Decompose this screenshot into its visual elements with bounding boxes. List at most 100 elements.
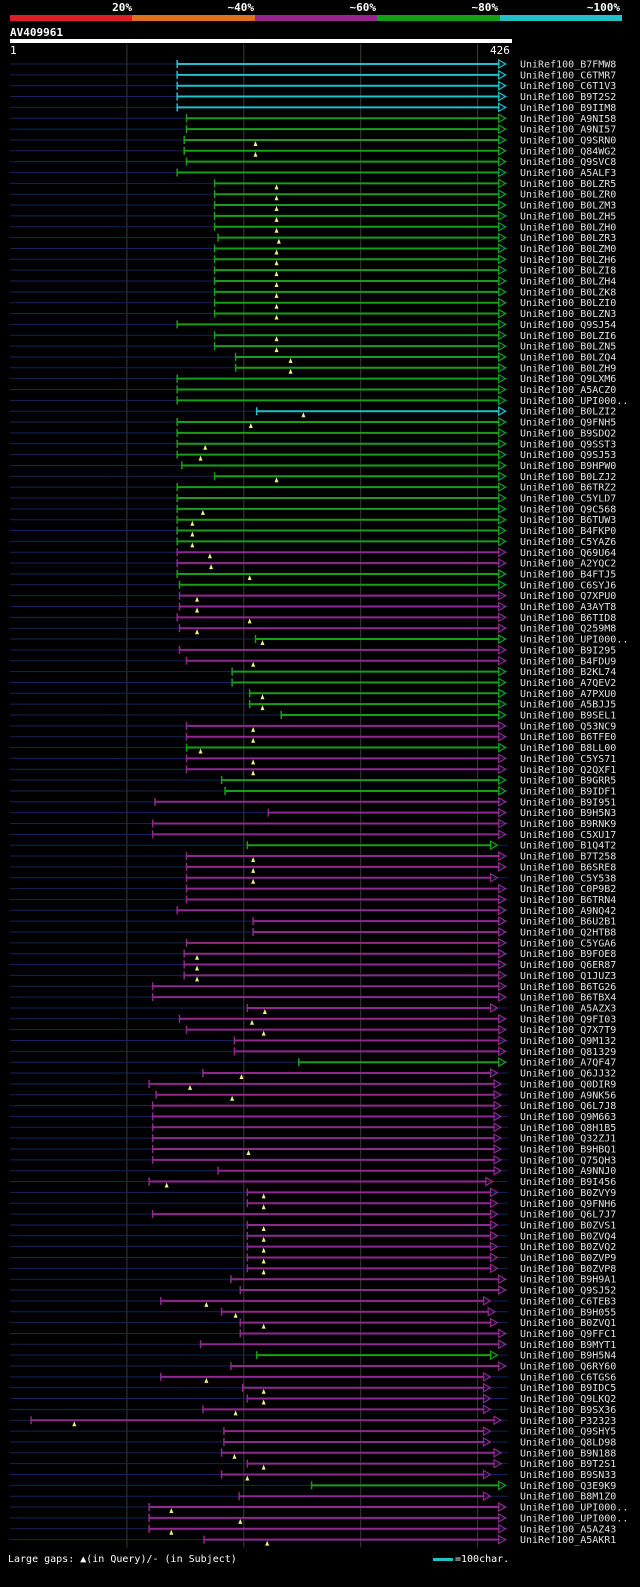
- hit-row[interactable]: UniRef100_Q6L7J8: [10, 1100, 616, 1112]
- hit-row[interactable]: UniRef100_B9IIM8: [10, 102, 616, 114]
- hit-row[interactable]: UniRef100_B9IDF1: [10, 785, 616, 797]
- hit-row[interactable]: UniRef100_Q259M8: [10, 623, 616, 635]
- hit-row[interactable]: UniRef100_B9T2S1: [10, 1458, 616, 1470]
- hit-row[interactable]: UniRef100_B9N188: [10, 1447, 616, 1459]
- hit-row[interactable]: UniRef100_Q9M132: [10, 1035, 616, 1047]
- hit-row[interactable]: UniRef100_B0LZR3: [10, 232, 616, 244]
- hit-row[interactable]: UniRef100_Q0DIR9: [10, 1078, 616, 1090]
- hit-row[interactable]: UniRef100_B9MYT1: [10, 1339, 616, 1351]
- hit-row[interactable]: UniRef100_B9GRR5: [10, 775, 616, 787]
- hit-row[interactable]: UniRef100_B9SDQ2: [10, 427, 616, 439]
- hit-row[interactable]: UniRef100_C5Y538: [10, 872, 616, 884]
- hit-row[interactable]: UniRef100_Q3E9K9: [10, 1480, 616, 1492]
- hit-row[interactable]: UniRef100_Q2HTB8: [10, 926, 616, 939]
- hit-row[interactable]: UniRef100_A5BJJ5: [10, 699, 616, 711]
- hit-row[interactable]: UniRef100_Q9FFC1: [10, 1328, 616, 1340]
- hit-row[interactable]: UniRef100_Q9SJ53: [10, 449, 616, 461]
- hit-row[interactable]: UniRef100_B0ZVQ1: [10, 1317, 616, 1329]
- hit-row[interactable]: UniRef100_C5YLD7: [10, 492, 616, 505]
- hit-row[interactable]: UniRef100_Q9SJ52: [10, 1285, 616, 1297]
- hit-row[interactable]: UniRef100_B9SEL1: [10, 709, 616, 722]
- hit-row[interactable]: UniRef100_Q9SVC8: [10, 156, 616, 168]
- hit-row[interactable]: UniRef100_B9H5N3: [10, 807, 616, 819]
- hit-row[interactable]: UniRef100_UPI000..: [10, 395, 628, 407]
- hit-row[interactable]: UniRef100_P32323: [10, 1415, 616, 1427]
- hit-row[interactable]: UniRef100_B0LZK8: [10, 286, 616, 298]
- hit-row[interactable]: UniRef100_Q9SST3: [10, 438, 616, 450]
- hit-row[interactable]: UniRef100_UPI000..: [10, 1512, 628, 1524]
- hit-row[interactable]: UniRef100_Q69U64: [10, 547, 616, 559]
- hit-row[interactable]: UniRef100_Q9LKQ2: [10, 1393, 616, 1405]
- hit-row[interactable]: UniRef100_A5ALF3: [10, 167, 616, 179]
- hit-row[interactable]: UniRef100_A9NI58: [10, 113, 616, 125]
- hit-row[interactable]: UniRef100_B6TID8: [10, 612, 616, 624]
- hit-row[interactable]: UniRef100_C6TMR7: [10, 69, 616, 81]
- hit-row[interactable]: UniRef100_B4FDU9: [10, 655, 616, 667]
- hit-row[interactable]: UniRef100_A7QEV2: [10, 677, 616, 689]
- hit-row[interactable]: UniRef100_B0LZN5: [10, 341, 616, 353]
- hit-row[interactable]: UniRef100_Q75QH3: [10, 1154, 616, 1166]
- hit-row[interactable]: UniRef100_B0LZN3: [10, 308, 616, 320]
- hit-row[interactable]: UniRef100_B7T258: [10, 851, 616, 863]
- hit-row[interactable]: UniRef100_B0LZR0: [10, 189, 616, 201]
- hit-row[interactable]: UniRef100_B0LZH5: [10, 210, 616, 222]
- hit-row[interactable]: UniRef100_B0LZJ2: [10, 471, 616, 483]
- hit-row[interactable]: UniRef100_Q2QXF1: [10, 764, 616, 776]
- hit-row[interactable]: UniRef100_C6SYJ6: [10, 579, 616, 591]
- hit-row[interactable]: UniRef100_B0ZVP9: [10, 1252, 616, 1264]
- hit-row[interactable]: UniRef100_B4FTJ5: [10, 568, 616, 580]
- hit-row[interactable]: UniRef100_C5XU17: [10, 829, 616, 841]
- hit-row[interactable]: UniRef100_B0LZH9: [10, 362, 616, 374]
- hit-row[interactable]: UniRef100_B9HPW0: [10, 460, 616, 472]
- hit-row[interactable]: UniRef100_A9NNJ0: [10, 1165, 616, 1177]
- hit-row[interactable]: UniRef100_B0LZM0: [10, 243, 616, 255]
- hit-row[interactable]: UniRef100_B2KL74: [10, 666, 616, 678]
- hit-row[interactable]: UniRef100_B9I456: [10, 1176, 616, 1188]
- hit-row[interactable]: UniRef100_Q9FNH6: [10, 1198, 616, 1210]
- hit-row[interactable]: UniRef100_B9FOE8: [10, 948, 616, 960]
- hit-row[interactable]: UniRef100_B0LZH4: [10, 275, 616, 288]
- hit-row[interactable]: UniRef100_Q9SJ54: [10, 319, 616, 331]
- hit-row[interactable]: UniRef100_B8M1Z0: [10, 1491, 616, 1503]
- hit-row[interactable]: UniRef100_B9H055: [10, 1306, 616, 1318]
- hit-row[interactable]: UniRef100_Q81329: [10, 1046, 616, 1058]
- hit-row[interactable]: UniRef100_B0ZVP8: [10, 1263, 616, 1275]
- hit-row[interactable]: UniRef100_B9HBQ1: [10, 1143, 616, 1156]
- hit-row[interactable]: UniRef100_Q9FNH5: [10, 417, 616, 429]
- hit-row[interactable]: UniRef100_A5AKR1: [10, 1534, 616, 1546]
- hit-row[interactable]: UniRef100_A7QF47: [10, 1057, 616, 1069]
- hit-row[interactable]: UniRef100_B9T2S2: [10, 91, 616, 103]
- hit-row[interactable]: UniRef100_B0LZQ4: [10, 351, 616, 363]
- hit-row[interactable]: UniRef100_B6TRN4: [10, 894, 616, 906]
- hit-row[interactable]: UniRef100_Q9C568: [10, 503, 616, 515]
- hit-row[interactable]: UniRef100_B0LZI6: [10, 330, 616, 342]
- hit-row[interactable]: UniRef100_B9SN33: [10, 1469, 616, 1481]
- hit-row[interactable]: UniRef100_C6TGS6: [10, 1371, 616, 1383]
- hit-row[interactable]: UniRef100_Q7XPU0: [10, 590, 616, 602]
- hit-row[interactable]: UniRef100_C6T1V3: [10, 80, 616, 92]
- hit-row[interactable]: UniRef100_B9H9A1: [10, 1274, 616, 1286]
- hit-row[interactable]: UniRef100_Q84WG2: [10, 145, 616, 157]
- hit-row[interactable]: UniRef100_Q6L7J7: [10, 1209, 616, 1221]
- hit-row[interactable]: UniRef100_B0LZI0: [10, 297, 616, 309]
- hit-row[interactable]: UniRef100_B0LZH0: [10, 221, 616, 233]
- hit-row[interactable]: UniRef100_Q8LD98: [10, 1436, 616, 1448]
- hit-row[interactable]: UniRef100_Q32ZJ1: [10, 1133, 616, 1145]
- hit-row[interactable]: UniRef100_UPI000..: [10, 634, 628, 646]
- hit-row[interactable]: UniRef100_A5ACZ0: [10, 384, 616, 396]
- hit-row[interactable]: UniRef100_Q9M663: [10, 1111, 616, 1123]
- hit-row[interactable]: UniRef100_Q6RY60: [10, 1360, 616, 1373]
- hit-row[interactable]: UniRef100_B6U2B1: [10, 916, 616, 928]
- hit-row[interactable]: UniRef100_A3AYT8: [10, 601, 616, 613]
- hit-row[interactable]: UniRef100_B9SX36: [10, 1404, 616, 1416]
- hit-row[interactable]: UniRef100_B0ZVQ4: [10, 1230, 616, 1242]
- hit-row[interactable]: UniRef100_A9NQ42: [10, 905, 616, 917]
- hit-row[interactable]: UniRef100_A7PXU0: [10, 688, 616, 700]
- hit-row[interactable]: UniRef100_C5YS71: [10, 753, 616, 765]
- hit-row[interactable]: UniRef100_B6TBX4: [10, 992, 616, 1004]
- hit-row[interactable]: UniRef100_B8LL00: [10, 742, 616, 754]
- hit-row[interactable]: UniRef100_C0P9B2: [10, 883, 616, 895]
- hit-row[interactable]: UniRef100_B0LZR5: [10, 178, 616, 190]
- hit-row[interactable]: UniRef100_B0LZM3: [10, 200, 616, 212]
- hit-row[interactable]: UniRef100_C5YGA6: [10, 937, 616, 949]
